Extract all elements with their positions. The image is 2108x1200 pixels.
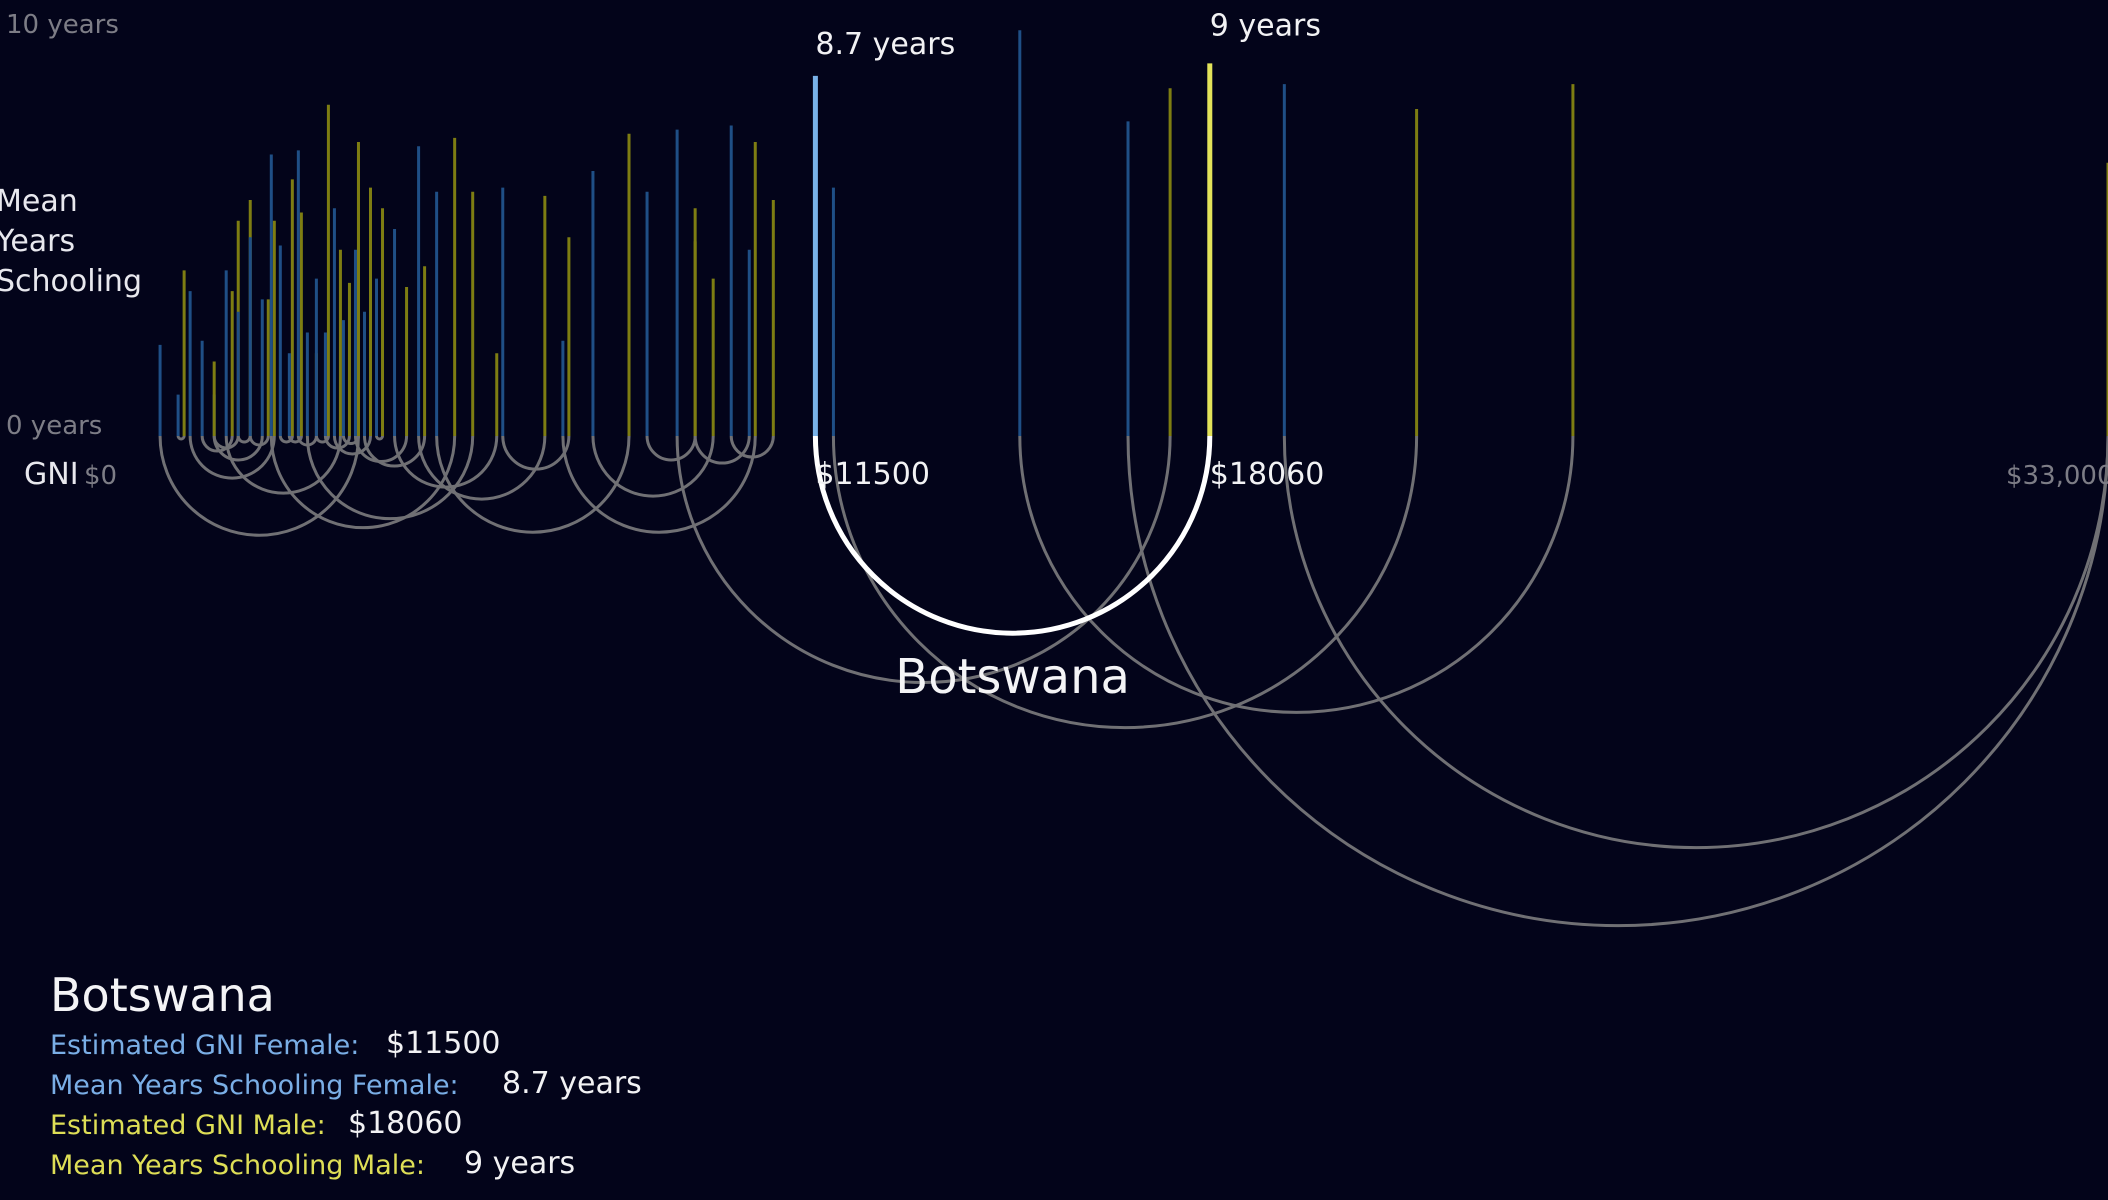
female-schooling-label: 8.7 years: [815, 27, 955, 62]
y-axis-title-line: Schooling: [0, 264, 142, 299]
country-arc: [341, 435, 360, 445]
male-gni-label: $18060: [1210, 457, 1325, 492]
info-key: Estimated GNI Male:: [50, 1110, 326, 1141]
info-value: $18060: [348, 1106, 463, 1141]
bar-layer: [158, 30, 2108, 436]
country-arc: [314, 435, 330, 444]
y-axis-max-label: 10 years: [6, 10, 119, 40]
x-axis-title: GNI: [24, 457, 79, 492]
country-arc: [1282, 435, 2108, 850]
info-row-schooling-male: Mean Years Schooling Male: 9 years: [50, 1146, 575, 1190]
y-axis-min-label: 0 years: [6, 411, 102, 441]
country-arc: [645, 435, 697, 462]
info-title: Botswana: [50, 968, 275, 1022]
info-key: Mean Years Schooling Female:: [50, 1070, 459, 1101]
y-axis-title-line: Years: [0, 224, 75, 259]
country-arc: [212, 435, 264, 462]
country-arc: [332, 435, 372, 456]
country-arc: [278, 435, 294, 444]
selected-arc: [812, 435, 1213, 636]
info-value: 9 years: [464, 1146, 576, 1181]
country-arc: [362, 435, 427, 468]
country-arc: [501, 435, 571, 471]
info-row-gni-female: Estimated GNI Female: $11500: [50, 1026, 501, 1070]
country-arc: [158, 435, 360, 537]
country-arc: [248, 435, 270, 447]
country-arc: [200, 435, 234, 453]
info-row-schooling-female: Mean Years Schooling Female: 8.7 years: [50, 1066, 642, 1110]
country-arc: [287, 435, 303, 444]
country-arc: [236, 435, 252, 444]
x-axis-min-label: $0: [84, 461, 117, 491]
country-arc: [729, 435, 775, 459]
y-axis-title: Mean Years Schooling: [0, 184, 142, 299]
country-arc: [375, 435, 385, 441]
info-row-gni-male: Estimated GNI Male: $18060: [50, 1106, 463, 1150]
country-arc: [435, 435, 631, 534]
info-value: $11500: [386, 1026, 501, 1061]
country-arc: [591, 435, 715, 498]
female-gni-label: $11500: [815, 457, 930, 492]
x-axis-max-label: $33,000: [2006, 461, 2108, 491]
country-arc: [188, 435, 276, 480]
selected-country-label: Botswana: [895, 649, 1130, 705]
info-panel: Botswana Estimated GNI Female: $11500 Me…: [50, 968, 642, 1190]
country-arc: [1126, 435, 2108, 928]
info-key: Mean Years Schooling Male:: [50, 1150, 425, 1181]
country-arc: [693, 435, 751, 465]
info-key: Estimated GNI Female:: [50, 1030, 360, 1061]
country-arc: [305, 435, 475, 520]
country-arc: [561, 435, 757, 534]
info-value: 8.7 years: [502, 1066, 642, 1101]
country-arc: [417, 435, 547, 501]
male-schooling-label: 9 years: [1210, 8, 1321, 43]
highlight-layer: [812, 63, 1213, 636]
y-axis-title-line: Mean: [0, 184, 78, 219]
country-arc: [176, 435, 186, 441]
arc-layer: [158, 435, 2108, 928]
country-arc: [224, 435, 342, 495]
